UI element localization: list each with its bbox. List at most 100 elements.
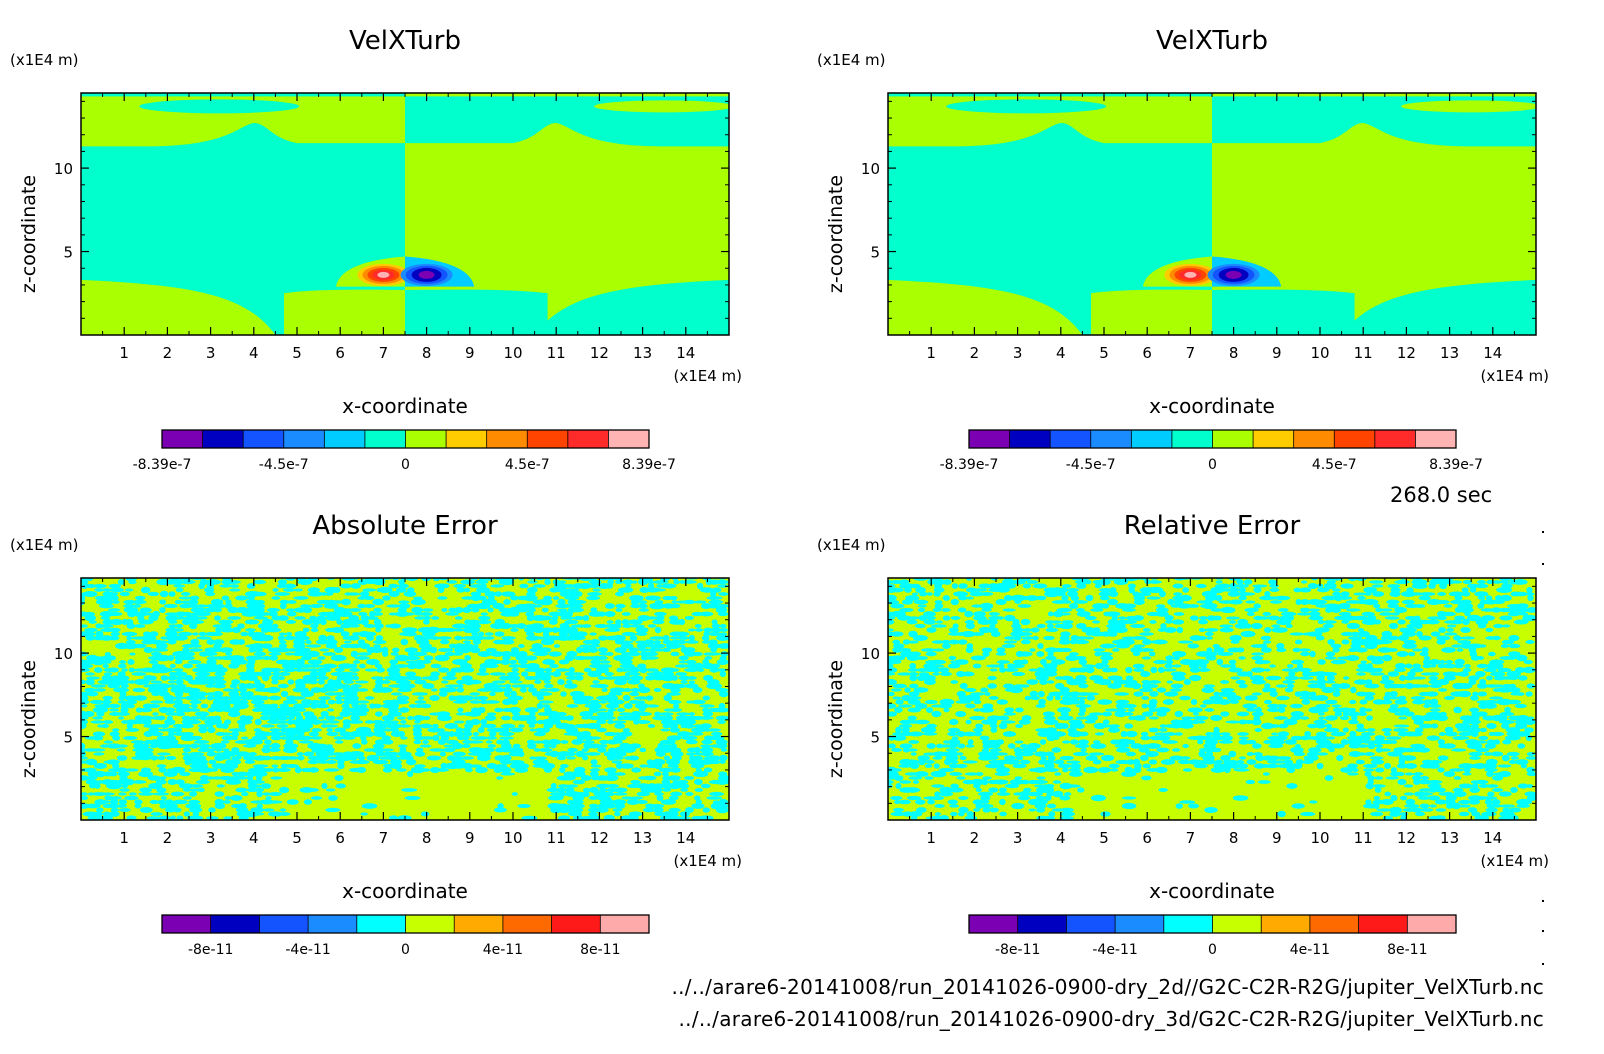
field-blob	[1028, 668, 1039, 672]
field-blob	[645, 695, 654, 701]
field-blob	[238, 687, 248, 693]
field-blob	[986, 664, 1003, 668]
field-blob	[250, 695, 266, 701]
field-blob	[81, 792, 88, 796]
field-blob	[949, 772, 963, 776]
field-blob	[1166, 680, 1173, 684]
field-blob	[576, 646, 583, 654]
field-blob	[330, 752, 347, 756]
field-blob	[894, 706, 903, 714]
field-blob	[1528, 716, 1535, 720]
field-blob	[182, 788, 193, 792]
field-blob	[118, 716, 125, 720]
field-blob	[1192, 715, 1209, 721]
field-blob	[548, 651, 562, 657]
field-blob	[267, 811, 283, 817]
field-blob	[188, 799, 201, 805]
field-blob	[1427, 664, 1437, 668]
field-blob	[566, 784, 579, 788]
field-contour	[1341, 279, 1536, 335]
field-blob	[965, 719, 972, 725]
field-blob	[922, 732, 938, 736]
field-blob	[107, 803, 120, 809]
field-blob	[166, 668, 174, 672]
field-blob	[1298, 667, 1312, 673]
field-blob	[501, 715, 511, 721]
x-unit-label: (x1E4 m)	[1480, 852, 1549, 870]
field-blob	[406, 578, 419, 582]
field-blob	[941, 608, 951, 612]
field-blob	[989, 668, 998, 672]
field-blob	[660, 719, 671, 725]
field-blob	[1357, 663, 1370, 669]
field-blob	[1512, 579, 1528, 585]
field-blob	[1220, 735, 1233, 741]
field-blob	[1485, 675, 1493, 681]
field-blob	[229, 694, 242, 702]
field-blob	[1032, 780, 1048, 784]
field-blob	[1163, 732, 1177, 736]
field-blob	[683, 719, 697, 725]
field-blob	[1475, 711, 1488, 717]
field-blob	[1251, 718, 1262, 726]
field-blob	[1041, 759, 1056, 765]
field-blob	[285, 739, 294, 745]
field-blob	[119, 690, 127, 698]
field-blob	[175, 587, 184, 593]
field-contour	[284, 289, 405, 335]
field-blob	[587, 743, 602, 749]
field-blob	[268, 652, 282, 656]
field-blob	[318, 716, 325, 720]
field-blob	[189, 788, 201, 792]
field-blob	[680, 788, 689, 792]
field-blob	[703, 627, 713, 633]
field-blob	[1286, 664, 1294, 668]
field-blob	[1197, 739, 1204, 745]
field-blob	[564, 619, 579, 625]
field-blob	[1138, 591, 1152, 597]
field-blob	[172, 696, 187, 700]
field-blob	[560, 740, 569, 744]
field-blob	[623, 687, 632, 693]
field-blob	[176, 815, 184, 820]
field-blob	[457, 735, 465, 741]
field-blob	[996, 647, 1006, 653]
field-blob	[411, 606, 423, 614]
field-blob	[110, 808, 119, 812]
field-blob	[715, 715, 729, 721]
field-blob	[190, 595, 200, 601]
field-blob	[1397, 619, 1406, 625]
field-blob	[614, 647, 627, 653]
field-blob	[221, 696, 231, 700]
field-blob	[1039, 679, 1048, 685]
field-blob	[898, 724, 913, 728]
field-blob	[719, 655, 727, 661]
field-blob	[1236, 579, 1244, 585]
field-blob	[140, 750, 154, 758]
field-blob	[1338, 707, 1352, 713]
field-blob	[708, 759, 722, 765]
field-blob	[1484, 743, 1496, 749]
field-blob	[96, 807, 104, 813]
field-blob	[972, 727, 984, 733]
field-blob	[694, 628, 704, 632]
field-blob	[1389, 704, 1399, 708]
field-blob	[438, 691, 448, 697]
field-blob	[1401, 643, 1418, 649]
field-blob	[623, 702, 633, 710]
field-blob	[1355, 727, 1368, 733]
field-blob	[1381, 674, 1390, 682]
field-blob	[658, 712, 674, 716]
field-blob	[221, 595, 230, 601]
field-blob	[1290, 746, 1304, 754]
field-blob	[620, 643, 634, 649]
field-blob	[1307, 680, 1319, 684]
field-blob	[1125, 751, 1136, 757]
field-blob	[492, 659, 503, 665]
field-blob	[340, 674, 355, 682]
field-blob	[475, 766, 488, 774]
field-blob	[405, 655, 421, 661]
field-blob	[100, 595, 114, 601]
field-blob	[406, 770, 414, 778]
field-blob	[589, 583, 600, 589]
